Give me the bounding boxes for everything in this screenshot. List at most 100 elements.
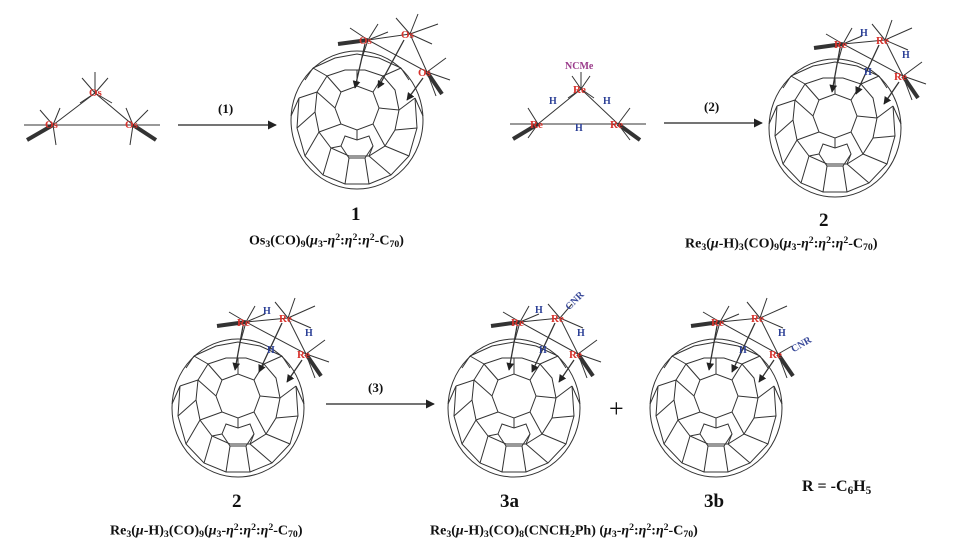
c70-cage [172, 339, 304, 477]
formula-italic: μ [310, 233, 318, 248]
compound-number-2: 2 [819, 210, 829, 232]
formula-italic: η [226, 523, 234, 538]
re-atom-label: Re [297, 349, 310, 361]
re-atom-label: Re [279, 313, 292, 325]
formula-part: Re [430, 523, 446, 538]
os-atom-label: Os [418, 67, 432, 79]
formula-part: Re [685, 236, 701, 251]
formula-part: (CO) [169, 523, 199, 538]
formula-italic: η [656, 523, 664, 538]
hydride-label: H [902, 50, 910, 61]
r-def-text: H [853, 478, 865, 495]
formula-part: Re [110, 523, 126, 538]
formula-compound-2: Re3(μ-H)3(CO)9(μ3-η2:η2:η2-C70) [685, 235, 877, 253]
hydride-label: H [603, 96, 611, 107]
r-def-sub: 5 [866, 485, 872, 497]
plus-sign: + [609, 394, 624, 424]
hydride-label: H [549, 96, 557, 107]
c70-cage [650, 339, 782, 477]
formula-part: -C [273, 523, 288, 538]
formula-part: ) [298, 523, 303, 538]
formula-part: -C [848, 236, 863, 251]
re-atom-label: Re [751, 313, 764, 325]
formula-italic: μ [136, 523, 144, 538]
formula-italic: η [621, 523, 629, 538]
c70-cage [291, 51, 423, 189]
re-atom-label: Re [876, 35, 889, 47]
formula-part: Ph) ( [575, 523, 604, 538]
formula-part: (CO) [270, 233, 300, 248]
formula-compound-2-row2: Re3(μ-H)3(CO)9(μ3-η2:η2:η2-C70) [110, 522, 302, 540]
os-atom-label: Os [89, 87, 103, 99]
formula-part: (CO) [744, 236, 774, 251]
formula-part: ) [693, 523, 698, 538]
compound-number-1: 1 [351, 204, 361, 226]
hydride-label: H [539, 345, 547, 356]
formula-part: ) [873, 236, 878, 251]
step-label-3: (3) [368, 380, 383, 395]
formula-part: -H) [144, 523, 164, 538]
hydride-label: H [778, 328, 786, 339]
formula-italic: μ [456, 523, 464, 538]
formula-sub: 70 [389, 239, 399, 250]
formula-italic: η [818, 236, 826, 251]
re-atom-label: Re [769, 349, 782, 361]
re-atom-label: Re [511, 317, 524, 329]
cnr-ligand-label: CNR [789, 334, 814, 355]
c70-cage [769, 59, 901, 197]
formula-part: -H) [464, 523, 484, 538]
re3h3-cluster-on-c70 [814, 20, 926, 104]
formula-part: Os [249, 233, 265, 248]
re-atom-label: Re [610, 119, 623, 131]
formula-part: (CNCH [524, 523, 570, 538]
os-atom-label: Os [359, 35, 373, 47]
hydride-label: H [267, 345, 275, 356]
hydride-label: H [864, 67, 872, 78]
re-atom-label: Re [551, 313, 564, 325]
formula-italic: μ [711, 236, 719, 251]
os-atom-label: Os [125, 119, 139, 131]
formula-sub: 70 [863, 242, 873, 253]
compound-number-2-row2: 2 [232, 491, 242, 513]
cnr-ligand-label: CNR [564, 289, 588, 313]
re-atom-label: Re [573, 84, 586, 96]
hydride-label: H [739, 345, 747, 356]
hydride-label: H [575, 123, 583, 134]
formula-italic: η [801, 236, 809, 251]
re-atom-label: Re [530, 119, 543, 131]
formula-italic: η [362, 233, 370, 248]
os3-cluster-on-c70 [338, 14, 450, 100]
formula-sub: 70 [288, 529, 298, 540]
compound-number-3b: 3b [704, 491, 724, 513]
hydride-label: H [305, 328, 313, 339]
os-atom-label: Os [401, 29, 415, 41]
formula-part: -C [669, 523, 684, 538]
formula-part: -C [375, 233, 390, 248]
hydride-label: H [577, 328, 585, 339]
hydride-label: H [860, 28, 868, 39]
compound-number-3a: 3a [500, 491, 519, 513]
formula-part: (CO) [489, 523, 519, 538]
hydride-label: H [263, 306, 271, 317]
r-group-definition: R = -C6H5 [802, 478, 871, 497]
ncme-ligand-label: NCMe [565, 61, 594, 72]
re-atom-label: Re [834, 39, 847, 51]
os3-reactant [24, 72, 160, 145]
formula-part: ) [399, 233, 404, 248]
step-label-1: (1) [218, 101, 233, 116]
formula-italic: η [243, 523, 251, 538]
os-atom-label: Os [45, 119, 59, 131]
formula-compound-1: Os3(CO)9(μ3-η2:η2:η2-C70) [249, 232, 404, 250]
r-def-text: R = -C [802, 478, 848, 495]
re-atom-label: Re [569, 349, 582, 361]
hydride-label: H [535, 305, 543, 316]
c70-cage [448, 339, 580, 477]
re3h3-cluster-on-c70 [217, 298, 329, 382]
re-atom-label: Re [894, 71, 907, 83]
formula-sub: 70 [683, 529, 693, 540]
formula-italic: μ [604, 523, 612, 538]
re-atom-label: Re [711, 317, 724, 329]
formula-part: -H) [719, 236, 739, 251]
step-label-2: (2) [704, 99, 719, 114]
formula-products-3a-3b: Re3(μ-H)3(CO)8(CNCH2Ph) (μ3-η2:η2:η2-C70… [430, 522, 698, 540]
